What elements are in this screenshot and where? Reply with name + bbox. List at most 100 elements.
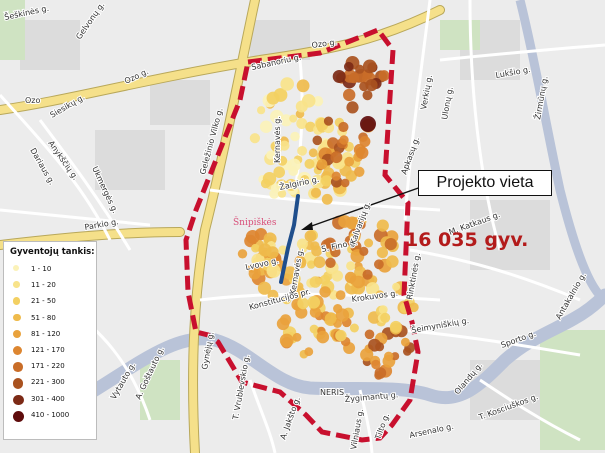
- density-dot: [259, 120, 273, 133]
- legend-item: 121 - 170: [4, 342, 96, 358]
- density-dot: [376, 219, 389, 232]
- density-dot: [375, 290, 385, 299]
- density-dot: [304, 230, 317, 243]
- density-dot: [292, 332, 302, 342]
- density-dot: [331, 171, 341, 181]
- density-dot: [309, 306, 321, 318]
- density-dot: [273, 166, 286, 178]
- density-dot: [270, 183, 281, 194]
- legend-item: 171 - 220: [4, 358, 96, 374]
- density-dot: [319, 286, 331, 298]
- density-dot: [338, 121, 349, 133]
- density-dot: [355, 64, 365, 74]
- density-dot: [270, 141, 281, 152]
- density-dot: [362, 90, 373, 101]
- legend-label: 410 - 1000: [31, 410, 70, 419]
- density-dot: [332, 70, 346, 83]
- density-dot: [346, 261, 356, 271]
- legend-item: 1 - 10: [4, 261, 96, 277]
- density-dot: [343, 88, 356, 102]
- legend-swatch: [13, 281, 20, 288]
- density-dot: [309, 276, 322, 288]
- density-dot: [409, 302, 419, 313]
- legend-swatch: [13, 378, 24, 389]
- density-dot: [335, 308, 350, 322]
- density-dot: [384, 351, 394, 361]
- legend-swatch: [13, 345, 22, 355]
- density-dot: [391, 352, 400, 361]
- density-dot: [346, 101, 359, 114]
- density-dot: [374, 259, 384, 270]
- density-dot: [307, 296, 321, 309]
- density-dot: [392, 282, 401, 291]
- density-dot: [260, 178, 271, 189]
- density-dot: [359, 81, 369, 92]
- density-dot: [335, 329, 347, 342]
- density-dot: [335, 290, 346, 300]
- callout-arrow: [305, 185, 425, 229]
- density-dot: [310, 174, 325, 189]
- density-dot: [277, 189, 287, 198]
- legend-item: 11 - 20: [4, 277, 96, 293]
- density-dot: [364, 238, 374, 248]
- legend-item: 21 - 50: [4, 293, 96, 309]
- density-dot: [362, 269, 373, 280]
- project-callout: Projekto vieta: [418, 170, 552, 196]
- density-dot: [352, 275, 365, 289]
- density-dot: [257, 106, 266, 115]
- density-dot: [374, 367, 387, 379]
- density-dot: [312, 96, 324, 107]
- density-dot: [360, 116, 376, 132]
- density-dot: [300, 175, 310, 184]
- density-dot: [287, 158, 301, 172]
- density-dot: [257, 281, 272, 295]
- density-dot: [295, 100, 308, 113]
- density-dot: [266, 246, 279, 259]
- density-dot: [375, 342, 385, 352]
- density-dot: [389, 320, 402, 333]
- legend-item: 51 - 80: [4, 310, 96, 326]
- density-dot: [297, 297, 309, 310]
- density-dot: [251, 243, 260, 253]
- street-label-ozo-west: Ozo: [25, 96, 40, 105]
- legend-swatch: [13, 329, 22, 339]
- density-dot: [313, 256, 326, 269]
- legend-label: 51 - 80: [31, 313, 56, 322]
- density-dot: [251, 253, 265, 267]
- density-dot: [403, 347, 412, 356]
- legend-label: 221 - 300: [31, 378, 65, 387]
- legend-item: 301 - 400: [4, 391, 96, 407]
- density-dot: [312, 135, 323, 146]
- density-dot: [324, 312, 337, 325]
- density-dot: [357, 220, 366, 230]
- density-dot: [354, 166, 365, 177]
- legend-swatch: [13, 297, 21, 305]
- density-dot: [359, 246, 369, 256]
- density-dot: [344, 61, 354, 72]
- density-dot: [282, 295, 292, 305]
- density-dot: [371, 359, 381, 370]
- density-dot: [344, 156, 355, 167]
- legend-title: Gyventojų tankis:: [10, 247, 95, 257]
- density-dot: [360, 348, 374, 362]
- density-dot: [348, 72, 360, 84]
- density-dot: [304, 158, 315, 169]
- density-dot: [384, 238, 397, 251]
- density-dot: [245, 230, 260, 244]
- density-dot: [355, 146, 369, 159]
- density-dot: [378, 70, 390, 82]
- density-dot: [280, 77, 295, 91]
- legend-label: 171 - 220: [31, 362, 65, 371]
- density-dot: [295, 256, 307, 268]
- street-label-kernaves-top: Kernavės g.: [273, 116, 282, 163]
- density-dot: [267, 289, 279, 301]
- density-dot: [323, 116, 334, 126]
- density-dot: [290, 131, 300, 142]
- density-dot: [283, 266, 297, 280]
- legend-label: 121 - 170: [31, 345, 65, 354]
- density-dot: [296, 79, 310, 93]
- legend-swatch: [13, 410, 25, 423]
- density-dot: [285, 178, 298, 191]
- density-dot: [308, 148, 318, 158]
